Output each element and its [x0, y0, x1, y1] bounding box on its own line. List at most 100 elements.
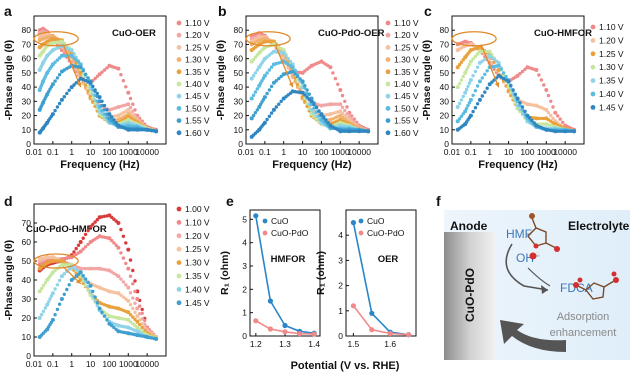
legend-marker: [385, 69, 391, 75]
panel-letter-f: f: [436, 193, 441, 209]
data-point-interp: [556, 114, 560, 118]
data-point-interp: [551, 105, 555, 109]
plot-frame: [345, 209, 417, 337]
data-point-interp: [303, 100, 307, 104]
fit-curve: [352, 305, 409, 336]
data-point: [59, 262, 64, 267]
data-point-interp: [467, 81, 472, 85]
data-point-interp: [110, 115, 114, 119]
x-tick-label: 1: [487, 147, 492, 157]
fdca-label: FDCA: [560, 281, 593, 295]
data-point: [135, 297, 140, 301]
legend-marker: [358, 230, 364, 236]
data-point: [88, 283, 93, 288]
series-1.45-V: 1.45 V: [455, 73, 624, 134]
legend-label: 1.30 V: [394, 55, 419, 65]
data-point-interp: [255, 108, 259, 112]
data-point: [282, 329, 288, 335]
y-axis-label: -Phase angle (θ): [3, 240, 15, 320]
y-tick-label: 30: [234, 96, 244, 106]
legend-marker: [590, 91, 596, 97]
data-point-interp: [314, 117, 319, 121]
y-tick-label: 10: [234, 125, 244, 135]
y-tick-label: 50: [440, 68, 450, 78]
legend-marker: [385, 93, 391, 99]
legend-marker: [176, 246, 182, 252]
data-point: [135, 127, 140, 132]
data-point-interp: [523, 109, 527, 114]
y-tick-label: 5: [242, 214, 247, 224]
y-axis-label: R₁ (ohm): [315, 251, 327, 295]
legend-label: 1.35 V: [394, 67, 419, 77]
x-axis-label: Frequency (Hz): [478, 159, 558, 171]
data-point-interp: [350, 129, 354, 133]
data-point: [281, 51, 286, 55]
data-point-interp: [133, 279, 137, 283]
data-point-interp: [121, 234, 126, 238]
data-point: [455, 105, 460, 109]
legend-label: 1.10 V: [394, 18, 419, 28]
legend-marker: [176, 81, 182, 87]
electrode-bar: [444, 232, 496, 360]
data-point: [126, 266, 131, 271]
legend-marker: [590, 64, 596, 70]
y-tick-label: 0: [242, 331, 247, 341]
legend-marker: [385, 32, 391, 38]
data-point-interp: [53, 60, 57, 64]
data-point-interp: [539, 122, 544, 126]
data-point-interp: [100, 112, 104, 116]
data-point-interp: [485, 86, 489, 90]
data-point: [455, 85, 460, 90]
data-point-interp: [95, 218, 100, 222]
data-point-interp: [62, 68, 66, 72]
data-point: [59, 53, 64, 58]
legend-label: 1.50 V: [185, 103, 210, 113]
adsorption-label-line1: Adsorption: [557, 311, 610, 323]
data-point-interp: [333, 76, 338, 81]
data-point-interp: [459, 60, 464, 64]
y-tick-label: 40: [22, 82, 32, 92]
data-point-interp: [119, 277, 123, 281]
data-point-interp: [74, 81, 78, 85]
series-CuO-PdO: CuO-PdO: [350, 228, 412, 338]
data-point: [350, 303, 356, 309]
legend-marker: [590, 51, 596, 57]
data-point-interp: [131, 306, 135, 311]
data-point-interp: [336, 82, 340, 87]
data-point-interp: [317, 109, 321, 113]
data-point-interp: [471, 57, 475, 61]
data-point-interp: [100, 310, 104, 314]
data-point-interp: [480, 59, 484, 63]
data-point-interp: [499, 67, 503, 72]
data-point-interp: [93, 295, 97, 299]
data-point: [281, 48, 286, 53]
data-point-interp: [467, 101, 472, 105]
data-point-interp: [255, 87, 259, 91]
data-point-interp: [464, 106, 469, 111]
plot-frame: [451, 15, 585, 145]
data-point-interp: [81, 236, 85, 240]
y-tick-label: 70: [22, 218, 32, 228]
legend-marker: [358, 218, 364, 224]
data-point-interp: [48, 297, 52, 301]
data-point-interp: [258, 102, 263, 107]
data-point-interp: [53, 313, 57, 317]
y-tick-label: 0: [444, 139, 449, 149]
legend-label: 1.40 V: [394, 79, 419, 89]
y-tick-label: 60: [234, 54, 244, 64]
y-tick-label: 60: [22, 237, 32, 247]
hmf-label: HMF: [506, 227, 532, 241]
chart-e1: 1.2 1.3 1.4 0 1 2 3 4 5 R₁ (ohm) e HMFOR CuO CuO-PdO: [219, 193, 321, 349]
data-point: [50, 291, 55, 296]
data-point-interp: [255, 68, 259, 72]
data-point-interp: [457, 101, 462, 106]
data-point-interp: [138, 322, 142, 327]
schematic-panel-f: f Anode Electrolyte CuO-PdO HMF OH⁻ FDCA…: [436, 193, 630, 360]
data-point-interp: [267, 68, 272, 72]
legend-label: 1.25 V: [185, 42, 210, 52]
data-point: [88, 224, 93, 229]
data-point-interp: [55, 307, 60, 312]
data-point: [249, 116, 254, 121]
legend-marker: [262, 230, 268, 236]
conversion-arrow-head: [541, 285, 548, 294]
